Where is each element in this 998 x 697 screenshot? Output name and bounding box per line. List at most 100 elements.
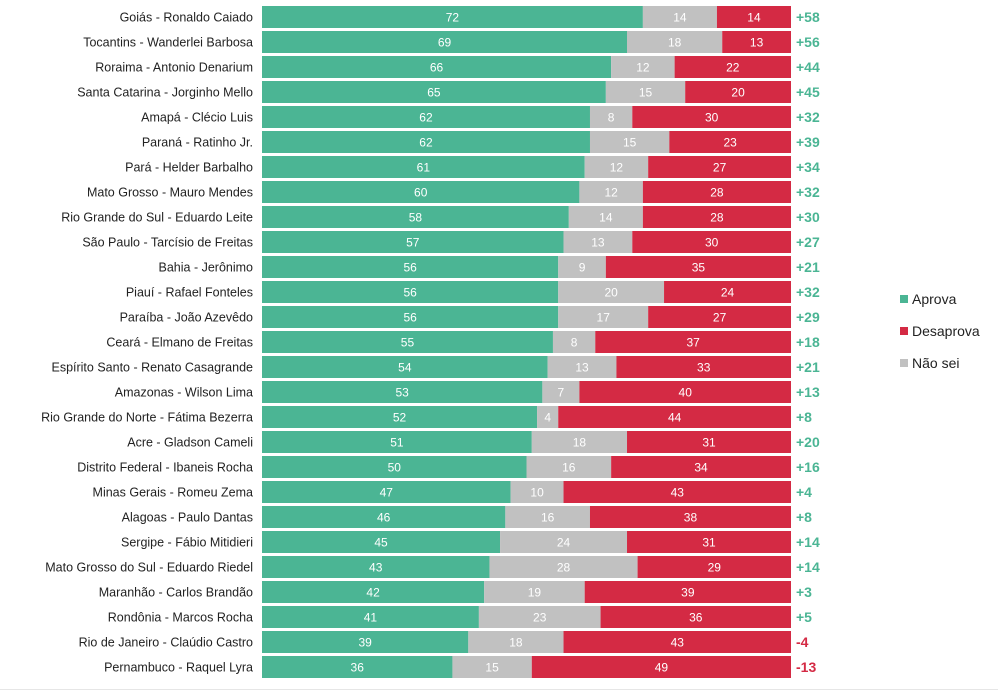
bar-disapprove <box>648 156 791 178</box>
bar-approve <box>262 531 501 553</box>
bar-disapprove <box>563 481 791 503</box>
category-label: Pará - Helder Barbalho <box>125 161 253 175</box>
bar-unknown <box>579 181 643 203</box>
bar-approve <box>262 281 559 303</box>
chart-row: Roraima - Antonio Denarium 66 12 22 +44 <box>95 56 820 78</box>
value-label-approve: 47 <box>380 485 394 499</box>
value-label-approve: 56 <box>403 260 417 274</box>
category-label: Paraná - Ratinho Jr. <box>142 136 253 150</box>
bar-approve <box>262 381 543 403</box>
bar-approve <box>262 606 479 628</box>
value-label-disapprove: 28 <box>710 185 724 199</box>
bar-disapprove <box>632 106 791 128</box>
bar-unknown <box>627 31 723 53</box>
value-label-approve: 36 <box>351 660 365 674</box>
value-label-disapprove: 27 <box>713 160 727 174</box>
category-label: Espírito Santo - Renato Casagrande <box>51 361 253 375</box>
bar-approve <box>262 106 590 128</box>
value-label-unknown: 12 <box>610 160 624 174</box>
net-approval-label: +18 <box>796 334 820 350</box>
value-label-unknown: 13 <box>575 360 589 374</box>
category-label: Maranhão - Carlos Brandão <box>99 586 253 600</box>
value-label-approve: 45 <box>374 535 388 549</box>
value-label-approve: 39 <box>358 635 372 649</box>
chart-row: Pará - Helder Barbalho 61 12 27 +34 <box>125 156 820 178</box>
bar-unknown <box>558 256 606 278</box>
chart-row: Amapá - Clécio Luis 62 8 30 +32 <box>141 106 820 128</box>
value-label-approve: 61 <box>417 160 431 174</box>
category-label: Rio Grande do Sul - Eduardo Leite <box>61 211 253 225</box>
bar-disapprove <box>616 356 791 378</box>
value-label-disapprove: 35 <box>692 260 706 274</box>
bar-disapprove <box>584 581 791 603</box>
bar-approve <box>262 56 612 78</box>
chart-row: Sergipe - Fábio Mitidieri 45 24 31 +14 <box>121 531 820 553</box>
bar-approve <box>262 231 564 253</box>
bar-disapprove <box>589 506 791 528</box>
value-label-disapprove: 36 <box>689 610 703 624</box>
bar-approve <box>262 131 590 153</box>
value-label-disapprove: 27 <box>713 310 727 324</box>
chart-row: Minas Gerais - Romeu Zema 47 10 43 +4 <box>93 481 812 503</box>
bar-unknown <box>526 456 612 478</box>
value-label-disapprove: 23 <box>723 135 737 149</box>
category-label: Rio de Janeiro - Claúdio Castro <box>79 636 253 650</box>
value-label-disapprove: 24 <box>721 285 735 299</box>
value-label-approve: 72 <box>446 10 460 24</box>
net-approval-label: +30 <box>796 209 820 225</box>
value-label-unknown: 14 <box>599 210 613 224</box>
category-label: Tocantins - Wanderlei Barbosa <box>83 36 253 50</box>
chart-row: Goiás - Ronaldo Caiado 72 14 14 +58 <box>120 6 820 28</box>
category-label: Mato Grosso do Sul - Eduardo Riedel <box>45 561 253 575</box>
value-label-approve: 62 <box>419 135 433 149</box>
bar-unknown <box>563 231 633 253</box>
category-label: Paraíba - João Azevêdo <box>120 311 253 325</box>
category-label: São Paulo - Tarcísio de Freitas <box>82 236 253 250</box>
bar-approve <box>262 556 490 578</box>
legend-item-unknown: Não sei <box>900 355 959 371</box>
bar-unknown <box>589 106 633 128</box>
bottom-divider <box>0 689 998 690</box>
category-label: Sergipe - Fábio Mitidieri <box>121 536 253 550</box>
value-label-disapprove: 29 <box>708 560 722 574</box>
value-label-disapprove: 43 <box>671 635 685 649</box>
category-label: Rondônia - Marcos Rocha <box>108 611 253 625</box>
value-label-disapprove: 30 <box>705 235 719 249</box>
bar-unknown <box>542 381 580 403</box>
net-approval-label: +58 <box>796 9 820 25</box>
value-label-unknown: 18 <box>668 35 682 49</box>
legend-label-unknown: Não sei <box>912 355 959 371</box>
net-approval-label: +56 <box>796 34 820 50</box>
bar-unknown <box>642 6 717 28</box>
value-label-unknown: 12 <box>604 185 618 199</box>
bar-approve <box>262 331 553 353</box>
category-label: Amapá - Clécio Luis <box>141 111 253 125</box>
value-label-disapprove: 49 <box>655 660 669 674</box>
bar-unknown <box>547 356 617 378</box>
chart-row: Rondônia - Marcos Rocha 41 23 36 +5 <box>108 606 812 628</box>
legend-label-disapprove: Desaprova <box>912 323 980 339</box>
bar-disapprove <box>674 56 791 78</box>
value-label-disapprove: 43 <box>671 485 685 499</box>
net-approval-label: +13 <box>796 384 820 400</box>
bar-unknown <box>584 156 649 178</box>
chart-row: Alagoas - Paulo Dantas 46 16 38 +8 <box>122 506 812 528</box>
value-label-disapprove: 37 <box>686 335 700 349</box>
value-label-disapprove: 14 <box>747 10 761 24</box>
bar-disapprove <box>595 331 791 353</box>
legend-swatch-disapprove <box>900 327 908 335</box>
chart-row: São Paulo - Tarcísio de Freitas 57 13 30 +27 <box>82 231 820 253</box>
net-approval-label: +4 <box>796 484 812 500</box>
bar-disapprove <box>685 81 791 103</box>
value-label-unknown: 23 <box>533 610 547 624</box>
bar-disapprove <box>716 6 791 28</box>
net-approval-label: -4 <box>796 634 809 650</box>
category-label: Santa Catarina - Jorginho Mello <box>77 86 253 100</box>
legend-swatch-unknown <box>900 359 908 367</box>
chart-row: Bahia - Jerônimo 56 9 35 +21 <box>159 256 820 278</box>
net-approval-label: +21 <box>796 359 820 375</box>
value-label-disapprove: 38 <box>684 510 698 524</box>
value-label-approve: 55 <box>401 335 415 349</box>
bar-approve <box>262 631 469 653</box>
category-label: Alagoas - Paulo Dantas <box>122 511 253 525</box>
